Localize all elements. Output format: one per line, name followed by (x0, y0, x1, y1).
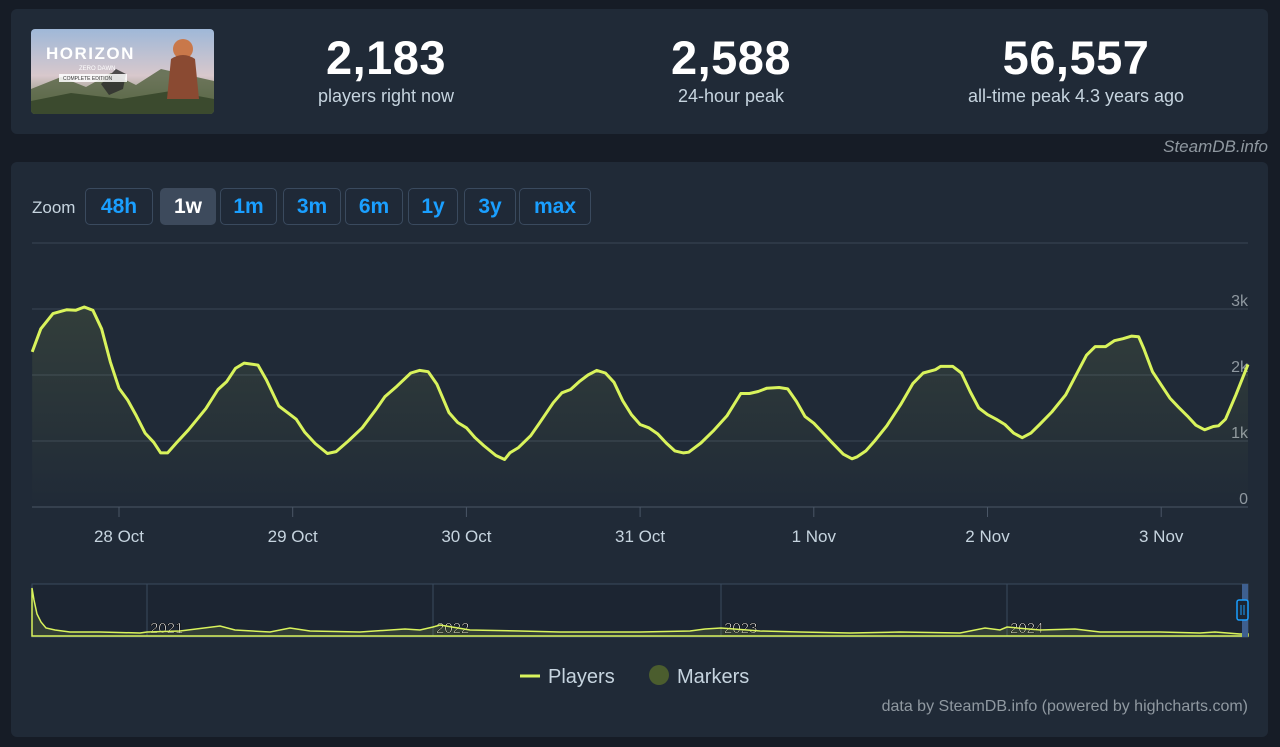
legend: Players Markers (520, 665, 749, 688)
zoom-max-button[interactable]: max (519, 188, 591, 225)
players-series-line[interactable] (30, 305, 1250, 461)
x-tick-label: 28 Oct (94, 527, 144, 546)
legend-markers-swatch (649, 665, 669, 685)
stats-panel: HORIZON ZERO DAWN COMPLETE EDITION 2,183… (11, 9, 1268, 134)
stat-all-time-peak: 56,557 all-time peak 4.3 years ago (936, 31, 1216, 107)
game-logo[interactable]: HORIZON ZERO DAWN COMPLETE EDITION (31, 29, 214, 114)
stat-current-players: 2,183 players right now (291, 31, 481, 107)
legend-item-markers[interactable]: Markers (649, 665, 749, 688)
navigator-year-label: 2021 (150, 620, 183, 637)
navigator-handle[interactable] (1236, 599, 1249, 621)
y-tick-label: 3k (1231, 293, 1249, 310)
navigator-series-line (31, 587, 1249, 637)
x-tick-label: 2 Nov (965, 527, 1010, 546)
all-time-peak-label: all-time peak 4.3 years ago (967, 86, 1185, 106)
svg-text:HORIZON: HORIZON (46, 44, 135, 63)
zoom-1w-button[interactable]: 1w (160, 188, 216, 225)
current-players-value: 2,183 (325, 31, 447, 84)
navigator-year-label: 2022 (436, 620, 469, 637)
zoom-label: Zoom (32, 198, 76, 217)
zoom-3y-button[interactable]: 3y (464, 188, 516, 225)
players-area (32, 307, 1249, 507)
svg-text:ZERO DAWN: ZERO DAWN (79, 66, 115, 72)
x-tick-label: 29 Oct (268, 527, 318, 546)
all-time-peak-value: 56,557 (1002, 31, 1150, 84)
zoom-6m-button[interactable]: 6m (345, 188, 403, 225)
zoom-1m-button[interactable]: 1m (220, 188, 277, 225)
stat-24h-peak: 2,588 24-hour peak (631, 31, 831, 107)
zoom-1y-button[interactable]: 1y (408, 188, 458, 225)
peak-24h-label: 24-hour peak (677, 86, 785, 106)
highcharts-credit[interactable]: data by SteamDB.info (powered by highcha… (881, 698, 1248, 715)
x-tick-label: 3 Nov (1139, 527, 1184, 546)
navigator[interactable]: 2021202220232024 (31, 583, 1249, 638)
navigator-frame (31, 583, 1249, 638)
peak-24h-value: 2,588 (670, 31, 792, 84)
legend-item-players[interactable]: Players (520, 666, 615, 688)
steamdb-credit-top[interactable]: SteamDB.info (1163, 137, 1268, 156)
legend-markers-label: Markers (677, 666, 749, 688)
zoom-48h-button[interactable]: 48h (85, 188, 153, 225)
legend-players-label: Players (548, 666, 615, 688)
zoom-3m-button[interactable]: 3m (283, 188, 341, 225)
current-players-label: players right now (317, 86, 455, 106)
x-tick-label: 30 Oct (441, 527, 491, 546)
x-tick-label: 1 Nov (792, 527, 837, 546)
svg-text:COMPLETE EDITION: COMPLETE EDITION (63, 76, 113, 82)
x-axis-ticks: 28 Oct 29 Oct 30 Oct 31 Oct 1 Nov 2 Nov 3 Nov (94, 507, 1184, 546)
navigator-year-label: 2023 (724, 620, 757, 637)
horizon-zero-dawn-logo: HORIZON ZERO DAWN COMPLETE EDITION (31, 29, 214, 114)
x-tick-label: 31 Oct (615, 527, 665, 546)
